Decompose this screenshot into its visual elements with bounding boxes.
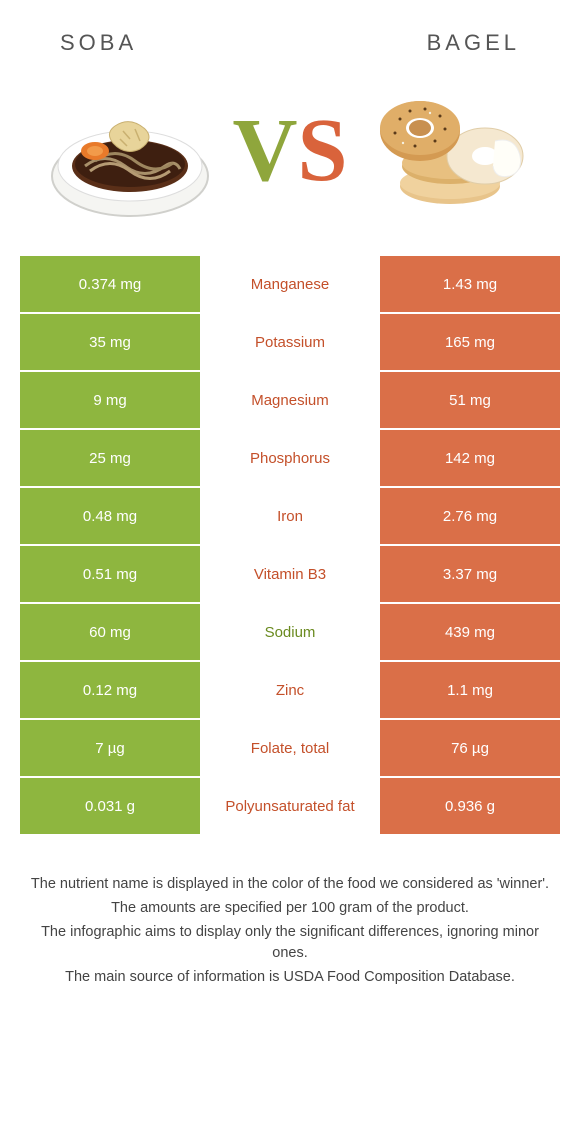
- value-right: 3.37 mg: [380, 546, 560, 602]
- nutrient-row: 0.51 mgVitamin B33.37 mg: [20, 546, 560, 602]
- nutrient-row: 0.12 mgZinc1.1 mg: [20, 662, 560, 718]
- nutrient-name: Folate, total: [202, 720, 378, 776]
- nutrient-name: Vitamin B3: [202, 546, 378, 602]
- nutrient-row: 25 mgPhosphorus142 mg: [20, 430, 560, 486]
- food-right-title: BAGEL: [427, 30, 520, 56]
- value-right: 1.43 mg: [380, 256, 560, 312]
- nutrient-row: 7 µgFolate, total76 µg: [20, 720, 560, 776]
- value-left: 35 mg: [20, 314, 200, 370]
- value-right: 439 mg: [380, 604, 560, 660]
- value-right: 1.1 mg: [380, 662, 560, 718]
- bagel-icon: [365, 81, 535, 221]
- value-left: 60 mg: [20, 604, 200, 660]
- nutrient-name: Sodium: [202, 604, 378, 660]
- nutrient-row: 60 mgSodium439 mg: [20, 604, 560, 660]
- nutrient-name: Polyunsaturated fat: [202, 778, 378, 834]
- value-right: 2.76 mg: [380, 488, 560, 544]
- nutrient-row: 35 mgPotassium165 mg: [20, 314, 560, 370]
- value-right: 0.936 g: [380, 778, 560, 834]
- value-left: 0.374 mg: [20, 256, 200, 312]
- infographic-container: SOBA BAGEL VS: [0, 0, 580, 1011]
- nutrient-name: Potassium: [202, 314, 378, 370]
- footnotes: The nutrient name is displayed in the co…: [20, 874, 560, 989]
- value-left: 9 mg: [20, 372, 200, 428]
- nutrient-row: 9 mgMagnesium51 mg: [20, 372, 560, 428]
- footnote-line: The infographic aims to display only the…: [30, 922, 550, 966]
- nutrient-row: 0.031 gPolyunsaturated fat0.936 g: [20, 778, 560, 834]
- value-left: 0.48 mg: [20, 488, 200, 544]
- nutrient-row: 0.374 mgManganese1.43 mg: [20, 256, 560, 312]
- soba-icon: [45, 81, 215, 221]
- value-right: 76 µg: [380, 720, 560, 776]
- value-left: 0.12 mg: [20, 662, 200, 718]
- value-right: 51 mg: [380, 372, 560, 428]
- food-left-title: SOBA: [60, 30, 137, 56]
- nutrient-row: 0.48 mgIron2.76 mg: [20, 488, 560, 544]
- vs-s-letter: S: [297, 101, 347, 200]
- titles-row: SOBA BAGEL: [20, 30, 560, 56]
- vs-v-letter: V: [232, 101, 297, 200]
- footnote-line: The nutrient name is displayed in the co…: [30, 874, 550, 896]
- value-left: 0.51 mg: [20, 546, 200, 602]
- nutrient-table: 0.374 mgManganese1.43 mg35 mgPotassium16…: [20, 256, 560, 834]
- nutrient-name: Zinc: [202, 662, 378, 718]
- value-left: 0.031 g: [20, 778, 200, 834]
- footnote-line: The amounts are specified per 100 gram o…: [30, 898, 550, 920]
- value-right: 165 mg: [380, 314, 560, 370]
- value-left: 25 mg: [20, 430, 200, 486]
- nutrient-name: Iron: [202, 488, 378, 544]
- nutrient-name: Phosphorus: [202, 430, 378, 486]
- hero-row: VS: [20, 76, 560, 226]
- value-left: 7 µg: [20, 720, 200, 776]
- nutrient-name: Manganese: [202, 256, 378, 312]
- nutrient-name: Magnesium: [202, 372, 378, 428]
- footnote-line: The main source of information is USDA F…: [30, 967, 550, 989]
- value-right: 142 mg: [380, 430, 560, 486]
- vs-label: VS: [232, 106, 347, 196]
